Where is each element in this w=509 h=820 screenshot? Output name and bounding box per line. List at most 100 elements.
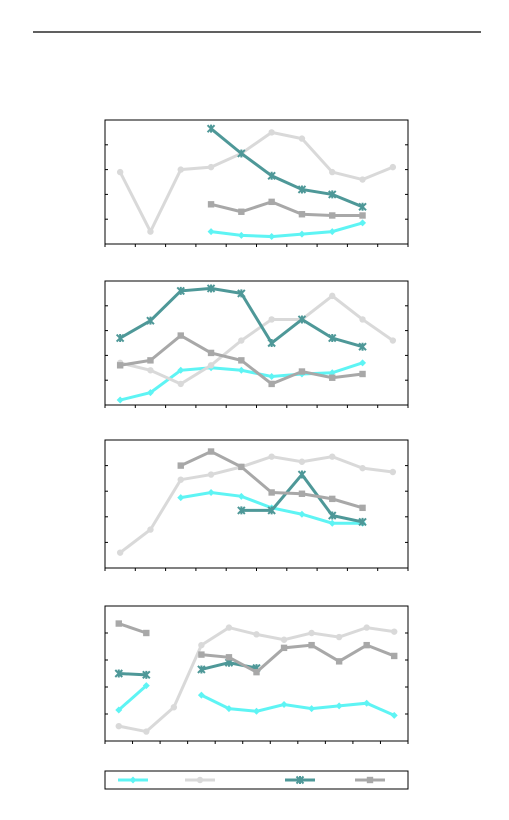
- marker: [359, 504, 366, 512]
- marker: [359, 219, 367, 227]
- marker: [116, 549, 124, 556]
- marker: [328, 519, 336, 527]
- marker: [328, 228, 336, 236]
- marker: [329, 292, 336, 300]
- marker: [297, 470, 307, 479]
- marker: [358, 202, 367, 212]
- marker: [335, 633, 343, 641]
- marker: [177, 494, 185, 502]
- marker: [329, 374, 336, 381]
- marker: [298, 510, 306, 518]
- plot-frame: [104, 605, 409, 742]
- legend-marker: [196, 776, 204, 784]
- legend-box: [104, 770, 409, 790]
- marker: [359, 316, 366, 323]
- series-line: [201, 643, 395, 674]
- marker: [359, 212, 366, 219]
- marker: [363, 699, 371, 707]
- marker: [389, 163, 397, 171]
- marker: [308, 641, 315, 649]
- marker: [298, 230, 306, 238]
- series-line: [119, 293, 394, 386]
- marker: [177, 476, 184, 483]
- marker: [225, 654, 233, 661]
- marker: [143, 629, 150, 637]
- marker: [298, 135, 306, 142]
- marker: [177, 462, 184, 469]
- marker: [115, 333, 125, 343]
- marker: [335, 702, 343, 710]
- marker: [329, 168, 336, 176]
- series-line: [210, 127, 364, 209]
- marker: [238, 337, 245, 344]
- marker: [116, 362, 124, 369]
- marker: [268, 233, 276, 241]
- series-line: [210, 200, 363, 217]
- marker: [328, 333, 337, 343]
- marker: [329, 495, 336, 503]
- marker: [207, 349, 215, 357]
- series-line: [117, 684, 148, 712]
- marker: [389, 468, 397, 476]
- marker: [253, 631, 260, 638]
- marker: [207, 163, 215, 171]
- marker: [207, 488, 215, 496]
- marker: [358, 342, 367, 351]
- marker: [280, 644, 288, 652]
- marker: [298, 211, 306, 218]
- marker: [280, 701, 288, 709]
- series-line: [210, 221, 363, 239]
- marker: [253, 668, 260, 676]
- marker: [238, 357, 245, 364]
- marker: [308, 705, 316, 713]
- marker: [177, 332, 184, 339]
- marker: [147, 367, 154, 374]
- marker: [143, 728, 150, 735]
- marker: [359, 359, 367, 367]
- marker: [298, 458, 306, 465]
- marker: [280, 636, 288, 643]
- marker: [206, 284, 216, 293]
- marker: [363, 641, 370, 649]
- marker: [177, 380, 184, 388]
- series-line: [118, 130, 394, 235]
- marker: [207, 362, 215, 369]
- marker: [176, 286, 185, 296]
- marker: [146, 316, 155, 325]
- marker: [267, 171, 276, 181]
- marker: [225, 624, 233, 631]
- marker: [328, 511, 337, 520]
- marker: [147, 357, 154, 364]
- marker: [237, 289, 246, 298]
- series-line: [118, 622, 147, 635]
- marker: [177, 166, 184, 173]
- marker: [359, 370, 366, 378]
- marker: [268, 380, 275, 388]
- marker: [170, 704, 178, 711]
- plot-frame: [104, 439, 409, 569]
- marker: [116, 396, 124, 404]
- marker: [359, 464, 366, 472]
- marker: [268, 453, 275, 460]
- marker: [297, 185, 307, 194]
- legend-marker: [129, 776, 137, 784]
- marker: [115, 620, 122, 627]
- series-line: [200, 693, 395, 717]
- marker: [238, 463, 245, 471]
- marker: [237, 231, 245, 239]
- marker: [267, 338, 276, 348]
- marker: [146, 389, 154, 397]
- marker: [197, 691, 205, 699]
- series-line: [119, 455, 394, 554]
- marker: [358, 517, 367, 527]
- marker: [207, 228, 215, 236]
- marker: [335, 658, 343, 665]
- marker: [268, 489, 275, 496]
- marker: [391, 652, 398, 660]
- marker: [237, 492, 245, 500]
- marker: [389, 337, 397, 344]
- legend-marker: [295, 775, 305, 785]
- marker: [268, 372, 276, 380]
- legend-marker: [366, 776, 374, 784]
